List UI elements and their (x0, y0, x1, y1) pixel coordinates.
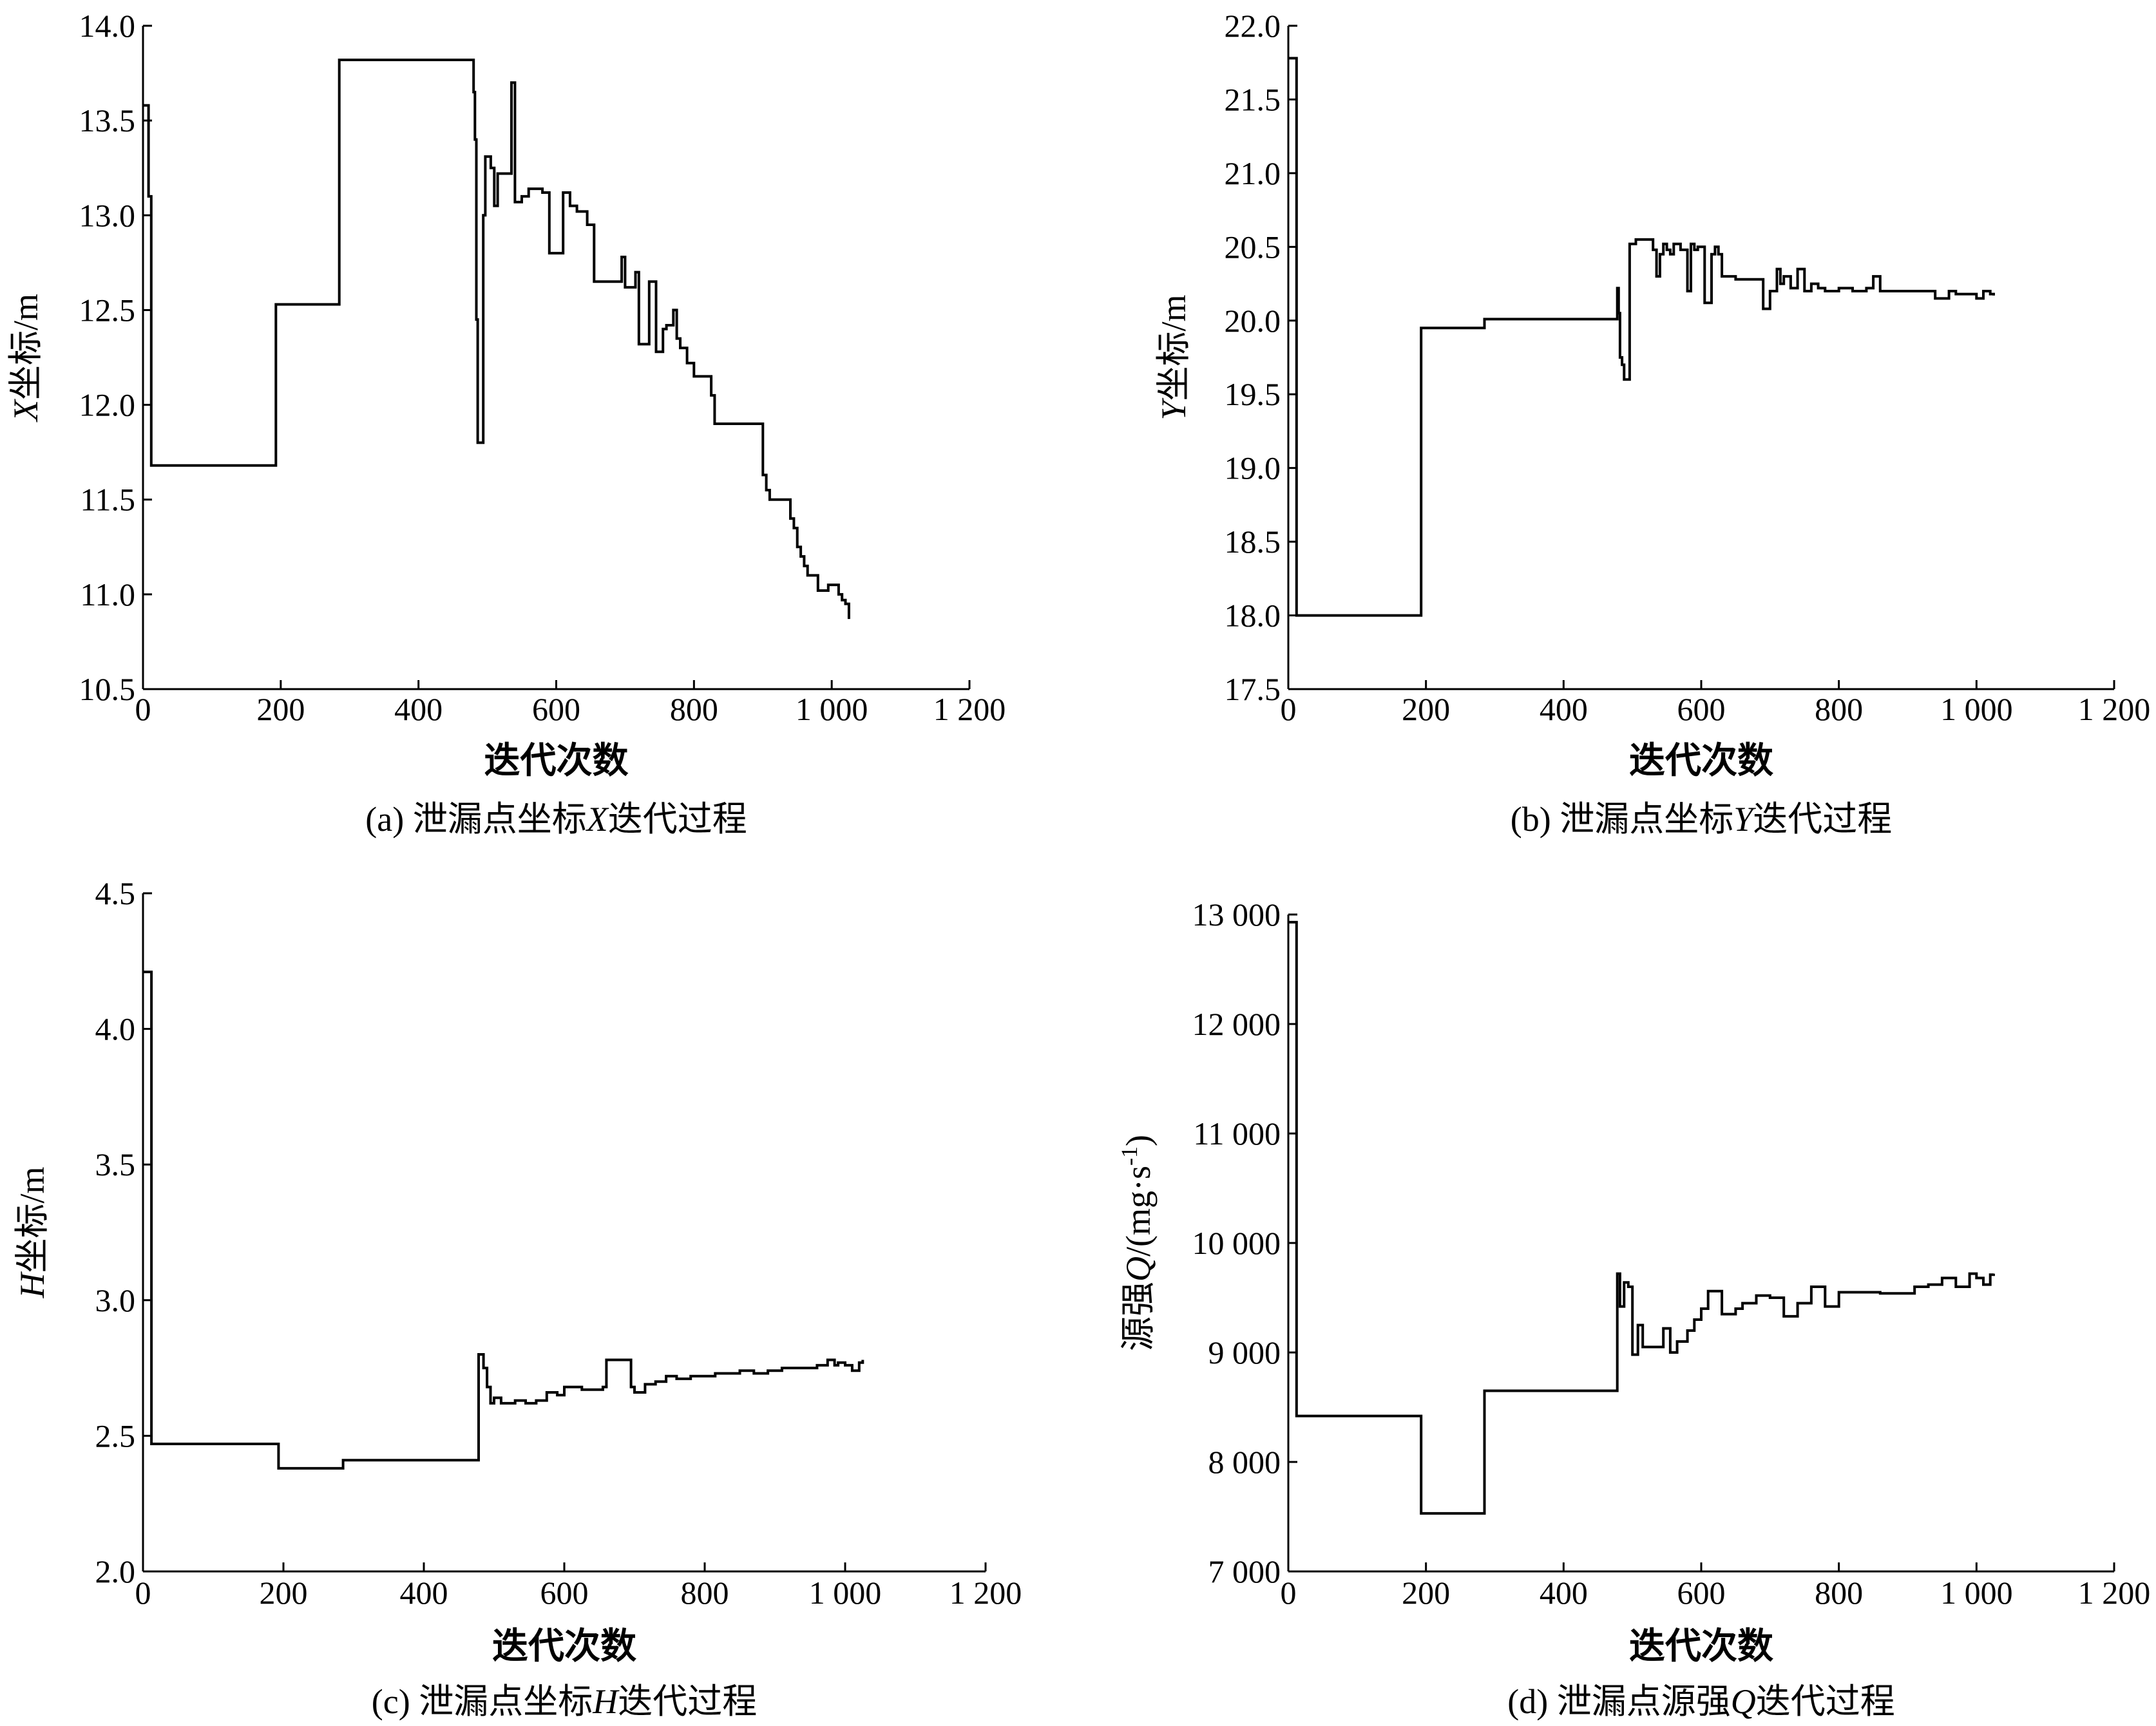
series-line (143, 59, 850, 620)
x-tick-label: 1 200 (2078, 691, 2151, 727)
y-tick-label: 9 000 (1208, 1334, 1281, 1370)
y-tick-label: 3.0 (95, 1282, 136, 1318)
chart-panel-0: 0 200 400 600 800 1 000 1 200 10.5 11.0 11.5 12.0 1… (6, 8, 1006, 839)
y-tick-label: 2.5 (95, 1418, 136, 1454)
y-tick-label: 10 000 (1192, 1225, 1281, 1261)
x-tick-label: 1 200 (2078, 1575, 2151, 1611)
y-tick-label: 10.5 (79, 671, 136, 707)
x-tick-label: 200 (256, 691, 305, 727)
y-tick-label: 11 000 (1193, 1115, 1281, 1152)
series-line (1288, 57, 1995, 617)
y-axis-title: 源强Q/(mg·s-1) (1116, 1135, 1158, 1351)
y-tick-label: 12.5 (79, 292, 136, 328)
y-tick-label: 19.5 (1225, 376, 1281, 412)
series-line (1288, 920, 1995, 1515)
x-tick-label: 400 (400, 1575, 448, 1611)
y-axis-title: Y坐标/m (1154, 294, 1193, 420)
x-tick-label: 600 (532, 691, 580, 727)
x-tick-label: 1 000 (1940, 1575, 2013, 1611)
y-tick-label: 13.5 (79, 102, 136, 138)
y-tick-label: 13 000 (1192, 896, 1281, 933)
x-tick-label: 400 (1540, 691, 1588, 727)
x-tick-label: 400 (394, 691, 443, 727)
y-tick-label: 8 000 (1208, 1444, 1281, 1480)
y-tick-label: 7 000 (1208, 1553, 1281, 1589)
x-axis-title: 迭代次数 (492, 1627, 636, 1667)
x-tick-label: 200 (260, 1575, 308, 1611)
x-axis-title: 迭代次数 (1629, 741, 1773, 781)
y-tick-label: 18.0 (1225, 598, 1281, 634)
y-tick-label: 3.5 (95, 1146, 136, 1182)
y-tick-label: 2.0 (95, 1553, 136, 1589)
y-tick-label: 22.0 (1225, 8, 1281, 44)
x-tick-label: 1 200 (949, 1575, 1022, 1611)
y-tick-label: 4.5 (95, 875, 136, 911)
y-tick-label: 20.5 (1225, 229, 1281, 265)
y-tick-label: 4.0 (95, 1011, 136, 1047)
y-tick-label: 20.0 (1225, 303, 1281, 339)
x-tick-label: 800 (1815, 691, 1863, 727)
panel-caption: (d) 泄漏点源强Q迭代过程 (1507, 1682, 1894, 1721)
x-tick-label: 1 000 (796, 691, 868, 727)
y-axis-title: H坐标/m (13, 1166, 52, 1298)
x-tick-label: 400 (1540, 1575, 1588, 1611)
x-tick-label: 0 (1281, 1575, 1297, 1611)
panel-caption: (a) 泄漏点坐标X迭代过程 (365, 800, 747, 839)
y-tick-label: 12 000 (1192, 1006, 1281, 1042)
y-axis-title: X坐标/m (6, 294, 45, 422)
x-axis-title: 迭代次数 (484, 741, 629, 781)
x-tick-label: 1 200 (933, 691, 1006, 727)
x-tick-label: 600 (1677, 691, 1726, 727)
chart-panel-3: 0 200 400 600 800 1 000 1 200 7 000 8 000 9 000 10… (1116, 896, 2150, 1721)
y-tick-label: 14.0 (79, 8, 136, 44)
series-line (143, 971, 864, 1470)
x-tick-label: 1 000 (809, 1575, 882, 1611)
x-tick-label: 600 (1677, 1575, 1726, 1611)
x-tick-label: 200 (1402, 691, 1450, 727)
x-tick-label: 200 (1402, 1575, 1450, 1611)
x-axis-title: 迭代次数 (1629, 1627, 1773, 1667)
panel-caption: (b) 泄漏点坐标Y迭代过程 (1511, 800, 1893, 839)
y-tick-label: 19.0 (1225, 450, 1281, 486)
x-tick-label: 0 (135, 691, 151, 727)
x-tick-label: 0 (135, 1575, 151, 1611)
x-tick-label: 1 000 (1940, 691, 2013, 727)
x-tick-label: 600 (540, 1575, 589, 1611)
x-tick-label: 800 (670, 691, 718, 727)
y-tick-label: 17.5 (1225, 671, 1281, 707)
y-tick-label: 11.0 (80, 576, 135, 612)
chart-panel-1: 0 200 400 600 800 1 000 1 200 17.5 18.0 18.5 19.0 1… (1154, 8, 2150, 839)
x-tick-label: 800 (1815, 1575, 1863, 1611)
y-tick-label: 18.5 (1225, 524, 1281, 560)
x-tick-label: 800 (681, 1575, 729, 1611)
chart-panel-2: 0 200 400 600 800 1 000 1 200 2.0 2.5 3.0 3.5 4.0 4.… (13, 875, 1022, 1721)
y-tick-label: 13.0 (79, 197, 136, 233)
y-tick-label: 12.0 (79, 387, 136, 423)
y-tick-label: 21.0 (1225, 155, 1281, 191)
y-tick-label: 21.5 (1225, 81, 1281, 117)
y-tick-label: 11.5 (80, 482, 135, 518)
x-tick-label: 0 (1281, 691, 1297, 727)
panel-caption: (c) 泄漏点坐标H迭代过程 (372, 1682, 757, 1721)
